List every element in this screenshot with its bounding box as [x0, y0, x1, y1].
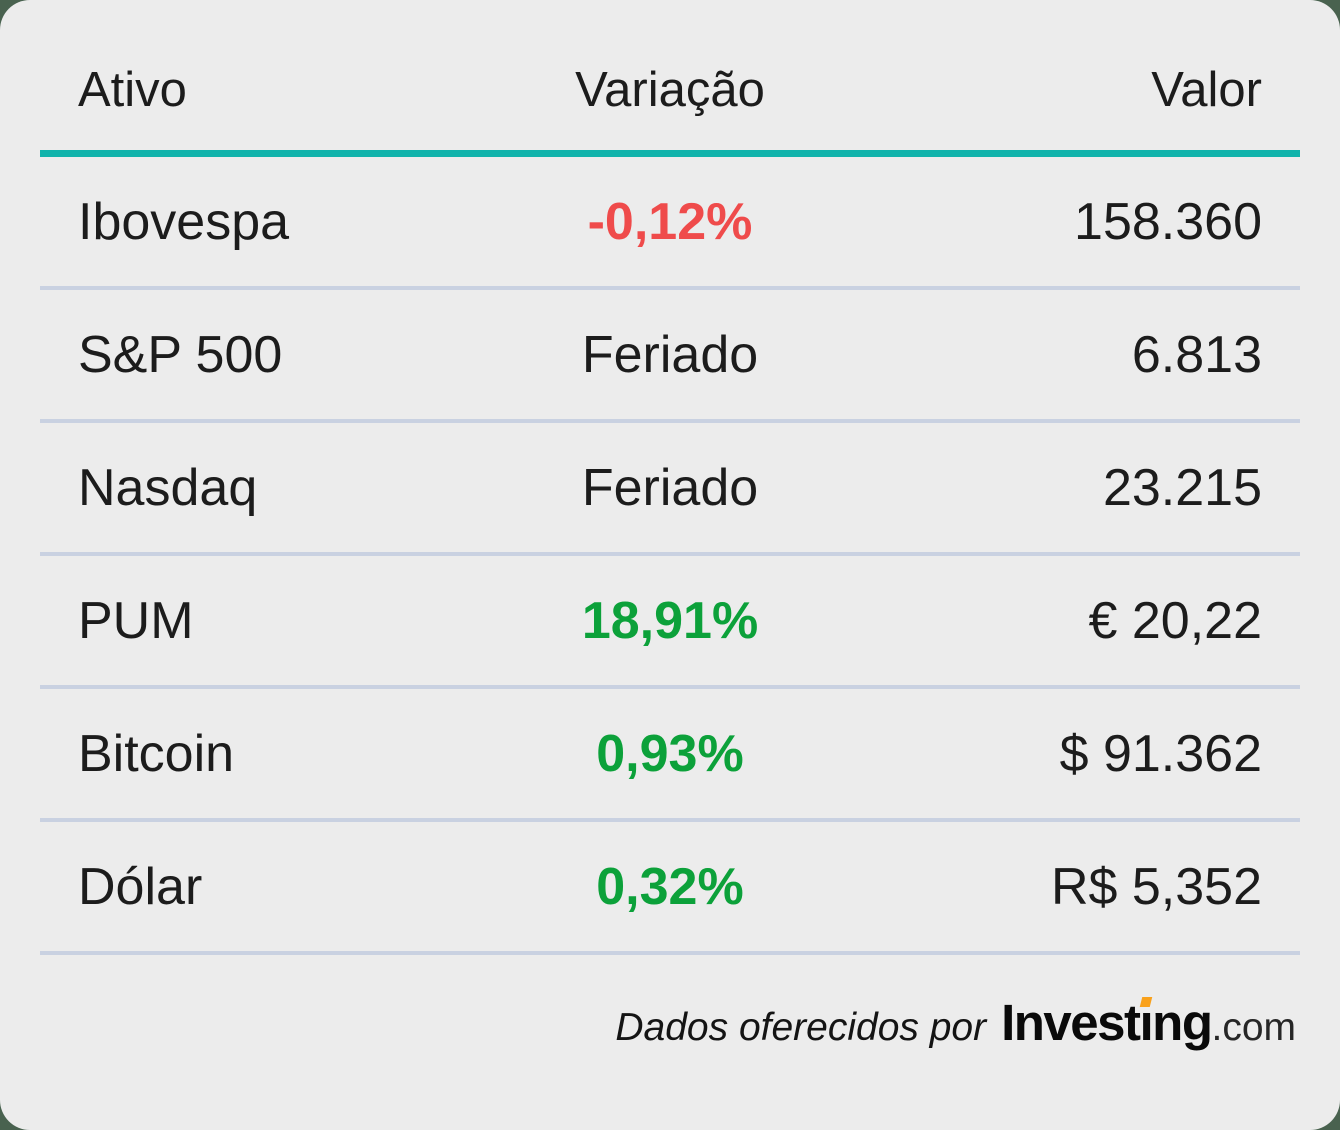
column-header-ativo: Ativo: [78, 63, 187, 117]
asset-name: Ibovespa: [78, 192, 290, 251]
asset-value: 6.813: [1131, 325, 1262, 384]
asset-value: € 20,22: [1088, 591, 1263, 650]
asset-name: Dólar: [78, 857, 203, 916]
column-header-variacao: Variação: [575, 63, 765, 117]
table-row: Nasdaq Feriado 23.215: [40, 423, 1300, 556]
asset-name: S&P 500: [78, 325, 283, 384]
investing-logo[interactable]: Investı ng.com: [1001, 993, 1296, 1052]
table-row: Ibovespa -0,12% 158.360: [40, 157, 1300, 290]
investing-logo-wordmark: Investı ng: [1001, 994, 1213, 1051]
table-row: PUM 18,91% € 20,22: [40, 556, 1300, 689]
table-row: Dólar 0,32% R$ 5,352: [40, 822, 1300, 955]
attribution-text: Dados oferecidos por: [615, 1006, 987, 1049]
market-table: Ativo Variação Valor Ibovespa -0,12% 158…: [40, 0, 1300, 955]
logo-orange-dot-icon: [1139, 997, 1152, 1007]
asset-variation: Feriado: [581, 458, 759, 517]
table-body: Ibovespa -0,12% 158.360 S&P 500 Feriado …: [40, 157, 1300, 955]
column-header-valor: Valor: [1151, 63, 1262, 117]
asset-name: Bitcoin: [78, 724, 235, 783]
asset-variation: 18,91%: [581, 591, 759, 650]
asset-value: $ 91.362: [1059, 724, 1262, 783]
asset-name: PUM: [78, 591, 194, 650]
asset-variation: -0,12%: [587, 192, 753, 251]
asset-name: Nasdaq: [78, 458, 258, 517]
asset-value: 158.360: [1074, 192, 1262, 251]
table-row: Bitcoin 0,93% $ 91.362: [40, 689, 1300, 822]
asset-variation: 0,32%: [596, 857, 744, 916]
asset-value: R$ 5,352: [1050, 857, 1262, 916]
asset-variation: Feriado: [581, 325, 759, 384]
table-header-row: Ativo Variação Valor: [40, 0, 1300, 150]
attribution-footer: Dados oferecidos por Investı ng.com: [0, 955, 1340, 1106]
asset-value: 23.215: [1102, 458, 1262, 517]
investing-logo-suffix: .com: [1211, 1006, 1296, 1049]
asset-variation: 0,93%: [596, 724, 744, 783]
table-row: S&P 500 Feriado 6.813: [40, 290, 1300, 423]
header-rule: [40, 150, 1300, 157]
